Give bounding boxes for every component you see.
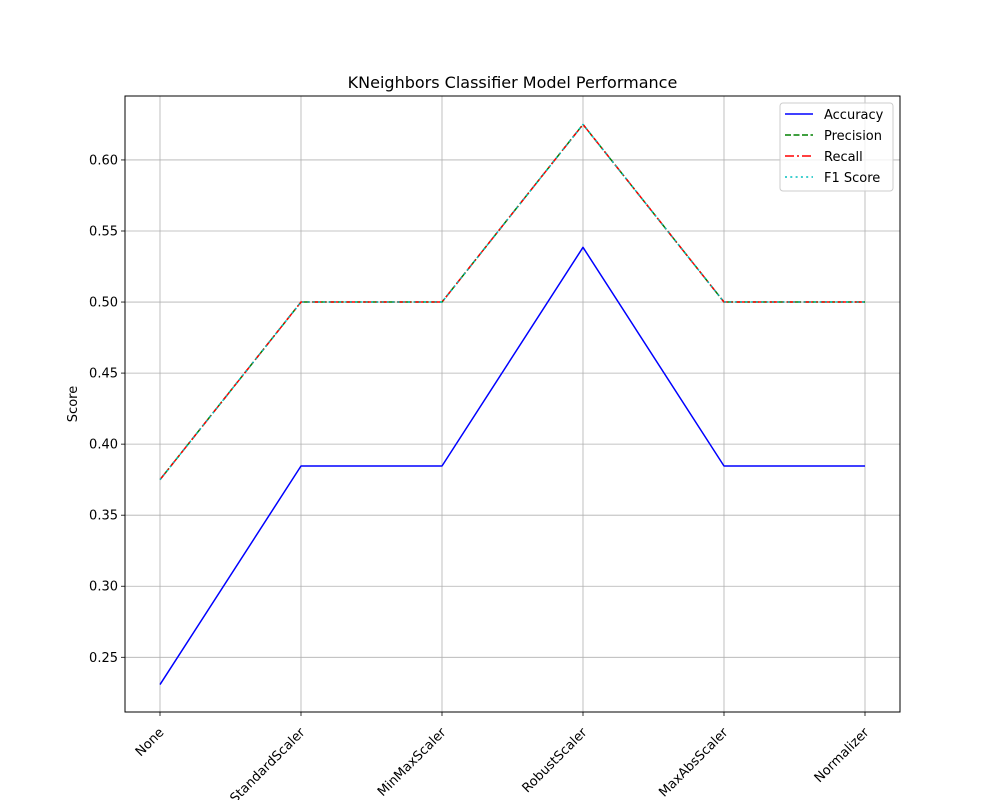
legend-label-recall: Recall [824, 150, 863, 165]
chart-title: KNeighbors Classifier Model Performance [348, 73, 678, 92]
y-tick-label: 0.30 [89, 580, 118, 595]
grid [125, 96, 900, 712]
y-tick-label: 0.25 [89, 651, 118, 666]
y-tick-label: 0.40 [89, 438, 118, 453]
series-lines [159, 123, 866, 685]
y-axis-label: Score [66, 386, 81, 422]
series-line-recall [159, 123, 865, 481]
plot-frame [124, 95, 901, 713]
legend-label-accuracy: Accuracy [824, 108, 884, 123]
y-tick-label: 0.35 [89, 509, 118, 524]
legend-box [779, 102, 894, 192]
legend-label-precision: Precision [824, 129, 882, 144]
legend: Accuracy Precision Recall F1 Score [779, 102, 894, 192]
y-tick-label: 0.50 [89, 296, 118, 311]
y-tick-label: 0.60 [89, 153, 118, 168]
y-tick-label: 0.45 [89, 367, 118, 382]
series-line-accuracy [159, 246, 865, 685]
legend-label-f1-score: F1 Score [824, 171, 880, 186]
y-tick-label: 0.55 [89, 224, 118, 239]
